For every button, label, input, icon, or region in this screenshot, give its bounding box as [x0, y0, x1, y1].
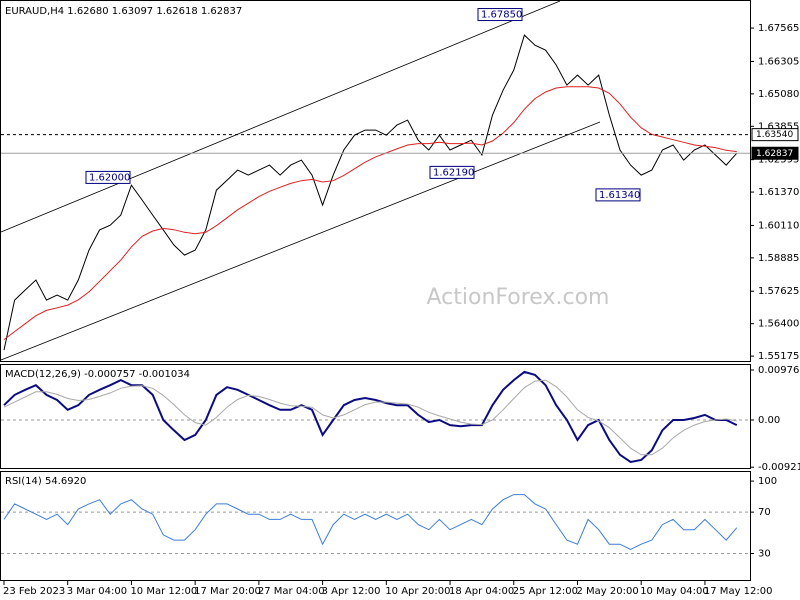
y-tick-label: 70	[758, 507, 771, 518]
x-tick-label: 10 Mar 12:00	[130, 586, 197, 597]
price-pane	[0, 0, 751, 362]
annotation-box	[477, 8, 523, 22]
y-tick-label: 1.56400	[758, 319, 799, 330]
x-tick-label: 23 Feb 2023	[3, 586, 65, 597]
pane-title: EURAUD,H4 1.62680 1.63097 1.62618 1.6283…	[5, 6, 242, 17]
y-tick-label: 1.58885	[758, 253, 799, 264]
y-tick-label: 30	[758, 549, 771, 560]
series-line	[3, 370, 738, 464]
y-tick-label: -0.009216	[758, 462, 800, 473]
annotation: 1.67850	[481, 10, 522, 21]
x-tick-label: 2 May 20:00	[576, 586, 638, 597]
x-tick-label: 18 Apr 04:00	[449, 586, 514, 597]
price-label-box	[751, 146, 799, 160]
y-tick-label: 1.61370	[758, 187, 799, 198]
y-tick-label: 1.55175	[758, 351, 799, 362]
price-label-box	[751, 128, 799, 142]
x-tick-label: 3 Mar 04:00	[67, 586, 127, 597]
x-tick-label: 3 Apr 12:00	[322, 586, 381, 597]
series-line	[3, 34, 738, 351]
watermark: ActionForex.com	[427, 285, 610, 310]
macd-pane	[0, 364, 751, 469]
annotation: 1.62000	[89, 172, 130, 183]
y-tick-label: 1.63855	[758, 121, 799, 132]
x-tick-label: 17 Mar 20:00	[194, 586, 261, 597]
series-line	[3, 86, 737, 340]
rsi-pane	[0, 471, 751, 581]
y-tick-label: 1.65080	[758, 89, 799, 100]
annotation-box	[85, 170, 131, 184]
series-line	[3, 379, 737, 456]
y-tick-label: 100	[758, 476, 777, 487]
channel-lower	[0, 121, 601, 361]
pane-title: MACD(12,26,9) -0.000757 -0.001034	[5, 369, 190, 380]
y-tick-label: 1.57625	[758, 286, 799, 297]
x-tick-label: 10 May 04:00	[640, 586, 709, 597]
x-tick-label: 17 May 12:00	[704, 586, 773, 597]
y-tick-label: 1.60110	[758, 220, 799, 231]
y-tick-label: 0.00	[758, 415, 780, 426]
annotation-box	[429, 165, 475, 179]
annotation-box	[595, 188, 641, 202]
y-tick-label: 1.67565	[758, 23, 799, 34]
y-tick-label: 0.009761	[758, 365, 800, 376]
y-tick-label: 1.66305	[758, 56, 799, 67]
x-tick-label: 25 Apr 12:00	[513, 586, 578, 597]
price-label: 1.63540	[756, 130, 793, 140]
series-line	[3, 494, 738, 550]
x-tick-label: 10 Apr 20:00	[385, 586, 450, 597]
pane-title: RSI(14) 54.6920	[5, 476, 86, 487]
x-tick-label: 27 Mar 04:00	[258, 586, 325, 597]
channel-upper	[0, 0, 561, 233]
price-label: 1.62837	[756, 149, 793, 159]
y-tick-label: 1.62595	[758, 155, 799, 166]
annotation: 1.62190	[433, 167, 474, 178]
annotation: 1.61340	[599, 190, 640, 201]
